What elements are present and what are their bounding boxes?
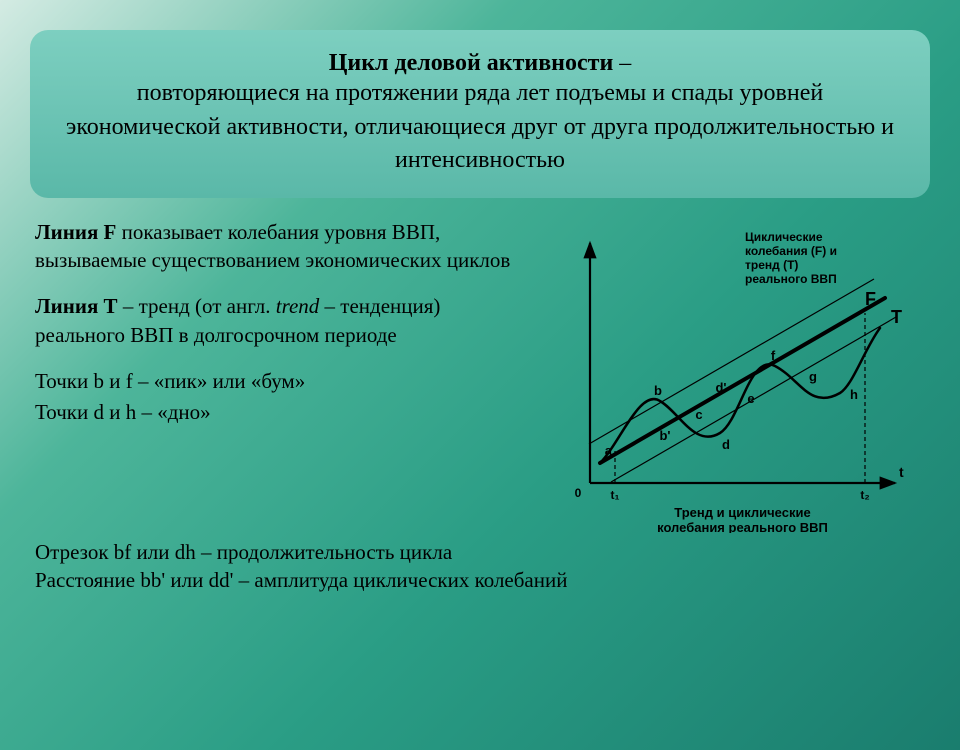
svg-text:t₂: t₂ (860, 488, 869, 502)
svg-text:колебания реального ВВП: колебания реального ВВП (657, 520, 828, 533)
para-points-dh: Точки d и h – «дно» (35, 398, 535, 426)
header-dash: – (613, 50, 631, 76)
svg-text:реального ВВП: реального ВВП (745, 272, 837, 286)
definition-header: Цикл деловой активности – повторяющиеся … (30, 30, 930, 198)
italic-trend: trend (276, 294, 320, 318)
business-cycle-chart: Циклическиеколебания (F) итренд (T)реаль… (545, 223, 915, 533)
chart-column: Циклическиеколебания (F) итренд (T)реаль… (545, 218, 925, 533)
header-body: повторяющиеся на протяжении ряда лет под… (60, 77, 900, 178)
bottom-line-2: Расстояние bb' или dd' – амплитуда цикли… (35, 566, 925, 594)
content-row: Линия F показывает колебания уровня ВВП,… (0, 218, 960, 533)
label-line-t: Линия T (35, 294, 118, 318)
para-line-t: Линия T – тренд (от англ. trend – тенден… (35, 292, 535, 349)
svg-text:e: e (747, 391, 754, 406)
svg-text:h: h (850, 387, 858, 402)
svg-text:d': d' (715, 380, 726, 395)
svg-text:тренд (T): тренд (T) (745, 258, 798, 272)
body-line-t-1: – тренд (от англ. (118, 294, 276, 318)
svg-text:b: b (654, 383, 662, 398)
svg-text:g: g (809, 369, 817, 384)
svg-text:f: f (771, 348, 776, 363)
bottom-line-1: Отрезок bf или dh – продолжительность ци… (35, 538, 925, 566)
svg-text:t₁: t₁ (611, 488, 620, 502)
svg-text:b': b' (659, 428, 670, 443)
svg-text:c: c (695, 407, 702, 422)
svg-text:a: a (605, 443, 613, 458)
para-line-f: Линия F показывает колебания уровня ВВП,… (35, 218, 535, 275)
para-points-bf: Точки b и f – «пик» или «бум» (35, 367, 535, 395)
text-column: Линия F показывает колебания уровня ВВП,… (35, 218, 535, 533)
svg-text:Тренд и циклические: Тренд и циклические (674, 505, 810, 520)
label-line-f: Линия F (35, 220, 116, 244)
svg-text:d: d (722, 437, 730, 452)
svg-text:0: 0 (575, 486, 582, 500)
svg-text:F: F (865, 289, 876, 309)
svg-text:t: t (899, 464, 904, 480)
header-title: Цикл деловой активности (329, 50, 614, 76)
bottom-text: Отрезок bf или dh – продолжительность ци… (0, 533, 960, 595)
svg-text:T: T (891, 307, 902, 327)
svg-text:колебания (F) и: колебания (F) и (745, 244, 837, 258)
svg-text:Циклические: Циклические (745, 230, 823, 244)
